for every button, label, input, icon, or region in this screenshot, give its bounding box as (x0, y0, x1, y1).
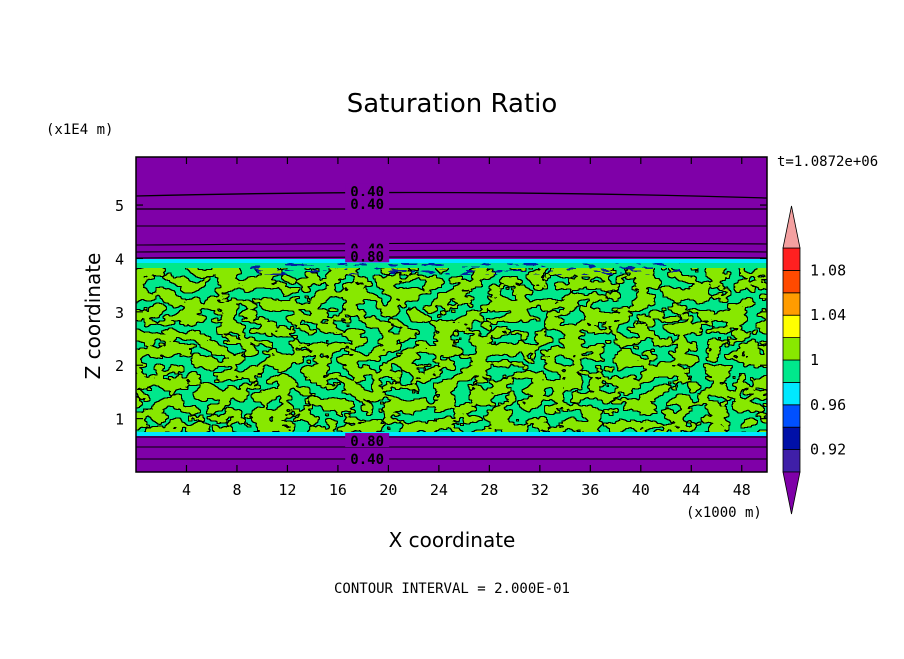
y-tick-label: 5 (115, 197, 124, 215)
contour-interval-note: CONTOUR INTERVAL = 2.000E-01 (334, 581, 570, 597)
colorbar-labels: 1.08 1.04 1 0.96 0.92 (810, 261, 846, 458)
colorbar-label: 0.92 (810, 441, 846, 459)
y-axis-ticks: 1 2 3 4 5 (115, 197, 767, 429)
colorbar-label: 0.96 (810, 396, 846, 414)
x-axis-ticks: 4 8 12 16 20 24 28 32 36 40 44 48 (182, 157, 751, 499)
contour-line (136, 256, 767, 259)
contour-labels: 0.400.400.400.800.800.40 (345, 183, 390, 468)
colorbar-band (782, 449, 801, 473)
colorbar-band (782, 426, 801, 451)
contour-label-bg (345, 433, 390, 448)
y-tick-label: 2 (115, 357, 124, 375)
contour-label: 0.40 (350, 197, 384, 213)
x-unit-label: (x1000 m) (686, 505, 762, 521)
time-label: t=1.0872e+06 (777, 154, 878, 170)
colorbar-band (782, 314, 801, 339)
colorbar-max-arrow (782, 205, 801, 249)
x-tick-label: 8 (232, 481, 241, 499)
colorbar-band (782, 359, 801, 383)
plot-area (136, 157, 767, 472)
bottom-edge-band (136, 432, 767, 436)
x-axis-title: X coordinate (389, 528, 516, 552)
chart-title: Saturation Ratio (347, 89, 558, 119)
region-lower-purple (136, 436, 767, 472)
colorbar (782, 205, 801, 515)
y-tick-label: 3 (115, 304, 124, 322)
contour-label-bg (345, 195, 390, 210)
x-tick-label: 16 (329, 481, 347, 499)
colorbar-label: 1 (810, 351, 819, 369)
x-tick-label: 32 (531, 481, 549, 499)
region-upper-purple (136, 157, 767, 259)
colorbar-band (782, 404, 801, 428)
colorbar-band (782, 247, 801, 271)
contour-line (136, 242, 767, 246)
colorbar-band (782, 381, 801, 406)
contour-line (136, 191, 767, 199)
y-unit-label: (x1E4 m) (46, 122, 113, 138)
y-axis-title: Z coordinate (81, 253, 105, 380)
x-tick-label: 48 (733, 481, 751, 499)
colorbar-band (782, 269, 801, 294)
region-main-green-patches (136, 268, 767, 434)
colorbar-label: 1.04 (810, 306, 846, 324)
contour-label-bg (345, 183, 390, 198)
contour-label: 0.80 (350, 434, 384, 450)
contour-label: 0.40 (350, 452, 384, 468)
colorbar-min-arrow (782, 471, 801, 515)
contour-line (136, 249, 767, 253)
x-tick-label: 44 (682, 481, 700, 499)
plot-frame (135, 156, 768, 473)
x-tick-label: 36 (581, 481, 599, 499)
contour-label-bg (345, 451, 390, 466)
x-tick-label: 28 (480, 481, 498, 499)
top-edge-band (136, 259, 767, 263)
contour-label-bg (345, 248, 390, 263)
x-tick-label: 40 (632, 481, 650, 499)
y-tick-label: 1 (115, 411, 124, 429)
contour-label: 0.80 (350, 249, 384, 265)
x-tick-label: 12 (278, 481, 296, 499)
contour-line (136, 207, 767, 210)
colorbar-band (782, 337, 801, 361)
colorbar-band (782, 292, 801, 316)
colorbar-label: 1.08 (810, 261, 846, 279)
x-tick-label: 20 (379, 481, 397, 499)
x-tick-label: 4 (182, 481, 191, 499)
y-tick-label: 4 (115, 250, 124, 268)
x-tick-label: 24 (430, 481, 448, 499)
